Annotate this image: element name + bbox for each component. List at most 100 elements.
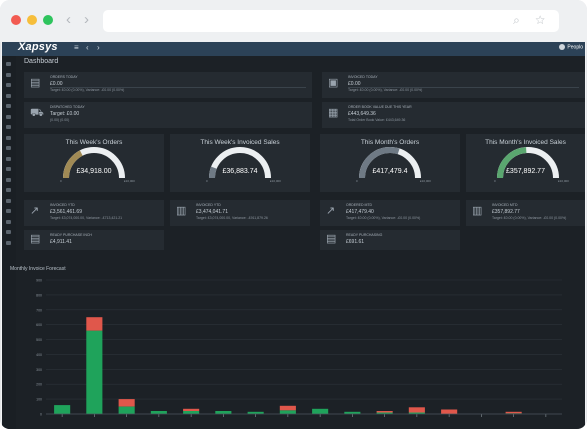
sidebar-nav-icon[interactable] [6, 156, 11, 161]
sidebar-nav-icon[interactable] [6, 167, 11, 171]
card-value: £3,561,461.69 [50, 209, 82, 215]
invoiced-mtd-card[interactable]: ▥ Invoiced MTD £357,892.77 Target: £0.00… [466, 200, 585, 226]
sidebar-nav-icon[interactable] [6, 104, 11, 108]
monthly-invoice-chart: 0 100 200 300 400 500 600 700 800 900 [36, 279, 562, 417]
sidebar-nav-icon[interactable] [6, 240, 11, 245]
address-bar[interactable]: ⌕ ☆ [103, 10, 559, 32]
user-menu[interactable]: Peoplo [559, 44, 583, 50]
y-tick-label: 100 [36, 398, 42, 402]
chart-bar[interactable] [408, 407, 425, 413]
trend-icon: ↗ [326, 205, 336, 217]
y-tick-label: 800 [36, 293, 42, 297]
card-value: £4,911.41 [50, 239, 72, 245]
orders-today-card[interactable]: ▤ Orders Today £0.00 Target: £0.00 (0.00… [24, 72, 312, 98]
chart-bar[interactable] [118, 399, 135, 407]
sidebar-nav-icon[interactable] [6, 125, 11, 129]
chart-bar[interactable] [54, 405, 71, 414]
gauge-fill [209, 166, 217, 179]
chart-bar[interactable] [279, 405, 296, 411]
gauge-fill [63, 150, 83, 179]
chart-bar[interactable] [441, 409, 458, 415]
cart-icon: ▤ [30, 233, 41, 245]
sidebar-nav-icon[interactable] [6, 62, 11, 66]
menu-icon[interactable]: ≡ [74, 43, 79, 52]
app-logo[interactable]: Xapsys [18, 41, 58, 53]
sidebar-nav-icon[interactable] [6, 146, 11, 150]
chart-bar[interactable] [279, 410, 296, 414]
chart-bar[interactable] [86, 317, 103, 331]
y-tick-label: 0 [40, 413, 42, 417]
ordered-mtd-card[interactable]: ↗ Ordered MTD £417,479.40 Target: £0.00 … [320, 200, 460, 226]
gauge-max: £10,000 [124, 179, 135, 183]
gauge-title: This Week's Orders [65, 139, 123, 146]
card-subtext: Target: £0.00 (0.00%), Variance: -£0.00 … [492, 216, 567, 220]
chart-bar[interactable] [183, 408, 200, 411]
y-tick-label: 400 [36, 353, 42, 357]
card-subtext: Target: £0.00 (0.00%), Variance: -£0.00 … [346, 216, 421, 220]
forward-icon[interactable]: › [97, 43, 100, 52]
card-label: Invoiced Today [348, 75, 378, 79]
chart-bar[interactable] [86, 330, 103, 414]
search-star-icons[interactable]: ⌕ ☆ [513, 13, 551, 27]
chart-bar[interactable] [376, 411, 393, 413]
divider [50, 87, 306, 88]
card-value: £443,649.36 [348, 111, 376, 117]
avatar [559, 44, 566, 50]
card-label: Ordered MTD [346, 203, 373, 207]
invoiced-today-card[interactable]: ▣ Invoiced Today £0.00 Target: £0.00 (0.… [322, 72, 585, 98]
gauge-card-month-orders[interactable]: This Month's Orders £417,479.4 0 £10,000 [320, 134, 460, 192]
gauge [209, 147, 271, 179]
minimize-window-button[interactable] [27, 15, 37, 25]
order-book-card[interactable]: ▦ Order Book Value Due This Year £443,64… [322, 102, 585, 128]
cart-icon: ▤ [326, 233, 337, 245]
back-icon[interactable]: ‹ [86, 43, 89, 52]
gauge-fill [359, 147, 400, 179]
card-value: £357,892.77 [492, 209, 520, 215]
sidebar-nav-icon[interactable] [6, 198, 11, 203]
chart-bar[interactable] [247, 411, 264, 414]
gauge-max: £10,000 [270, 179, 281, 183]
chart-bar[interactable] [344, 411, 361, 414]
y-tick-label: 300 [36, 368, 42, 372]
chart-bar[interactable] [408, 412, 425, 415]
gauge-card-week-invoiced[interactable]: This Week's Invoiced Sales £36,883.74 0 … [170, 134, 310, 192]
chart-bar[interactable] [150, 411, 167, 414]
ready-purchasing-card[interactable]: ▤ Ready Purchasing £691.61 [320, 230, 460, 250]
chart-bar[interactable] [505, 411, 522, 414]
chart-bar[interactable] [118, 406, 135, 414]
sidebar-nav-icon[interactable] [6, 219, 11, 224]
sidebar-nav-icon[interactable] [6, 177, 11, 182]
invoiced-ytd-card[interactable]: ↗ Invoiced YTD £3,561,461.69 Target: £3,… [24, 200, 164, 226]
card-value: Target: £0.00 [50, 111, 80, 117]
gauge-card-week-orders[interactable]: This Week's Orders £34,918.00 0 £10,000 [24, 134, 164, 192]
chart-bar[interactable] [215, 411, 232, 414]
gauge-min: 0 [60, 179, 62, 183]
card-label: Dispatched Today [50, 105, 85, 109]
chart-bar[interactable] [183, 411, 200, 414]
close-window-button[interactable] [11, 15, 21, 25]
ready-purchase-card[interactable]: ▤ Ready Purchase Inch £4,911.41 [24, 230, 164, 250]
sidebar-nav-icon[interactable] [6, 93, 11, 98]
y-tick-label: 500 [36, 338, 42, 342]
dispatched-today-card[interactable]: ⛟ Dispatched Today Target: £0.00 (0.00) … [24, 102, 312, 128]
card-label: Ready Purchase Inch [50, 233, 92, 237]
sidebar-nav-icon[interactable] [6, 72, 11, 77]
sidebar-nav-icon[interactable] [6, 114, 11, 119]
chart-bar[interactable] [376, 412, 393, 415]
maximize-window-button[interactable] [43, 15, 53, 25]
orderbook-icon: ▦ [328, 107, 339, 119]
sidebar-nav-icon[interactable] [6, 135, 11, 140]
invoiced-ytd-card-2[interactable]: ▥ Invoiced YTD £3,474,041.71 Target: £3,… [170, 200, 310, 226]
chart-bar[interactable] [312, 408, 329, 414]
sidebar-nav-icon[interactable] [6, 230, 11, 234]
page-title: Dashboard [24, 58, 59, 65]
sidebar-nav-icon[interactable] [6, 83, 11, 87]
back-arrow-icon[interactable]: ‹ [66, 11, 71, 28]
gauge-track [209, 147, 271, 179]
sidebar-nav-icon[interactable] [6, 188, 11, 192]
y-tick-label: 600 [36, 323, 42, 327]
sidebar-nav-icon[interactable] [6, 209, 11, 213]
app-window: Xapsys ≡ ‹ › Peoplo Dashboard ▤ Orders T… [2, 41, 585, 429]
forward-arrow-icon[interactable]: › [84, 11, 89, 28]
gauge-card-month-invoiced[interactable]: This Month's Invoiced Sales £357,892.77 … [466, 134, 585, 192]
